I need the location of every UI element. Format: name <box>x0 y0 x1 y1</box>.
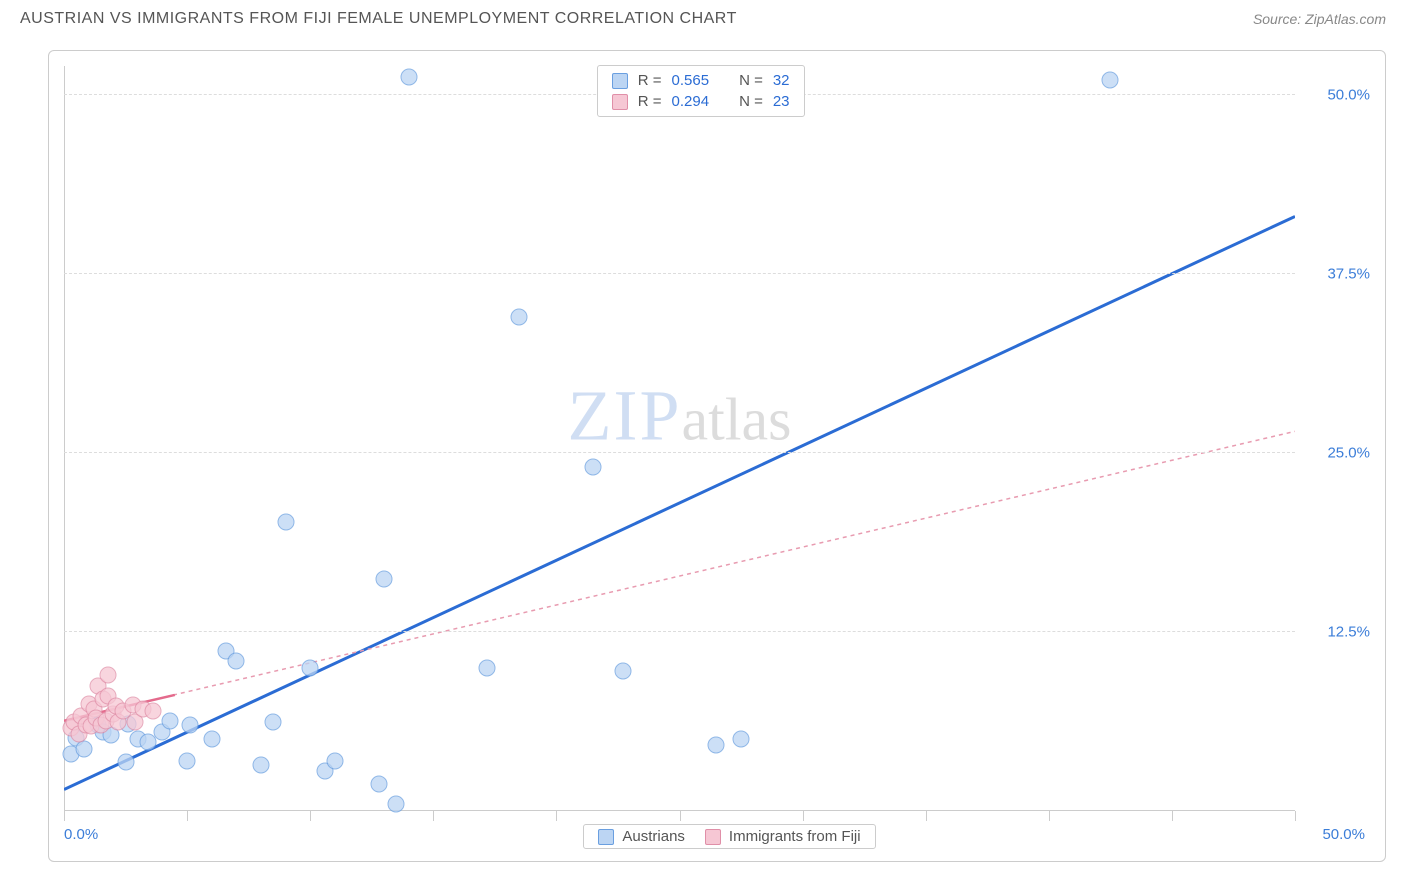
y-axis-line <box>64 66 65 811</box>
scatter-point <box>100 666 117 683</box>
scatter-point <box>400 69 417 86</box>
y-tick-label: 25.0% <box>1305 444 1370 461</box>
y-tick-label: 50.0% <box>1305 86 1370 103</box>
x-tick <box>680 811 681 821</box>
scatter-point <box>302 659 319 676</box>
series-swatch <box>612 94 628 110</box>
series-swatch <box>612 73 628 89</box>
legend-label: Austrians <box>622 828 685 845</box>
scatter-point <box>181 717 198 734</box>
n-value: 32 <box>773 72 790 89</box>
header: AUSTRIAN VS IMMIGRANTS FROM FIJI FEMALE … <box>0 0 1406 36</box>
scatter-point <box>733 731 750 748</box>
x-tick <box>433 811 434 821</box>
series-legend: Austrians Immigrants from Fiji <box>583 824 875 849</box>
scatter-point <box>511 308 528 325</box>
n-label: N = <box>739 93 763 110</box>
watermark-part1: ZIP <box>568 376 682 456</box>
scatter-point <box>161 712 178 729</box>
x-tick <box>310 811 311 821</box>
source-label: Source: ZipAtlas.com <box>1253 11 1386 27</box>
gridline <box>64 452 1295 453</box>
trend-lines <box>64 66 1295 811</box>
legend-item: Immigrants from Fiji <box>705 828 861 845</box>
stats-row: R = 0.294 N = 23 <box>612 91 790 112</box>
n-label: N = <box>739 72 763 89</box>
scatter-point <box>144 702 161 719</box>
scatter-point <box>1102 72 1119 89</box>
scatter-point <box>117 754 134 771</box>
x-tick <box>64 811 65 821</box>
stats-row: R = 0.565 N = 32 <box>612 70 790 91</box>
x-tick <box>1049 811 1050 821</box>
r-value: 0.294 <box>672 93 710 110</box>
chart-title: AUSTRIAN VS IMMIGRANTS FROM FIJI FEMALE … <box>20 10 737 28</box>
chart-container: ZIPatlas 12.5%25.0%37.5%50.0%0.0%50.0% R… <box>48 50 1386 862</box>
stats-legend: R = 0.565 N = 32 R = 0.294 N = 23 <box>597 65 805 117</box>
x-tick <box>803 811 804 821</box>
legend-label: Immigrants from Fiji <box>729 828 861 845</box>
series-swatch <box>598 829 614 845</box>
scatter-point <box>326 752 343 769</box>
scatter-point <box>388 795 405 812</box>
x-tick-label: 50.0% <box>1322 826 1365 843</box>
scatter-point <box>371 775 388 792</box>
n-value: 23 <box>773 93 790 110</box>
legend-item: Austrians <box>598 828 685 845</box>
x-tick <box>556 811 557 821</box>
scatter-point <box>252 757 269 774</box>
x-tick <box>926 811 927 821</box>
scatter-point <box>139 734 156 751</box>
plot-area: ZIPatlas 12.5%25.0%37.5%50.0%0.0%50.0% <box>64 66 1295 811</box>
scatter-point <box>75 741 92 758</box>
watermark: ZIPatlas <box>568 375 792 458</box>
scatter-point <box>614 662 631 679</box>
scatter-point <box>265 714 282 731</box>
y-tick-label: 12.5% <box>1305 623 1370 640</box>
x-tick-label: 0.0% <box>64 826 98 843</box>
series-swatch <box>705 829 721 845</box>
scatter-point <box>179 752 196 769</box>
y-tick-label: 37.5% <box>1305 265 1370 282</box>
gridline <box>64 273 1295 274</box>
r-value: 0.565 <box>672 72 710 89</box>
scatter-point <box>376 570 393 587</box>
gridline <box>64 631 1295 632</box>
x-tick <box>1295 811 1296 821</box>
scatter-point <box>203 731 220 748</box>
x-tick <box>187 811 188 821</box>
scatter-point <box>479 659 496 676</box>
watermark-part2: atlas <box>682 387 792 453</box>
scatter-point <box>585 459 602 476</box>
x-tick <box>1172 811 1173 821</box>
scatter-point <box>708 737 725 754</box>
scatter-point <box>277 513 294 530</box>
r-label: R = <box>638 93 662 110</box>
r-label: R = <box>638 72 662 89</box>
scatter-point <box>228 652 245 669</box>
